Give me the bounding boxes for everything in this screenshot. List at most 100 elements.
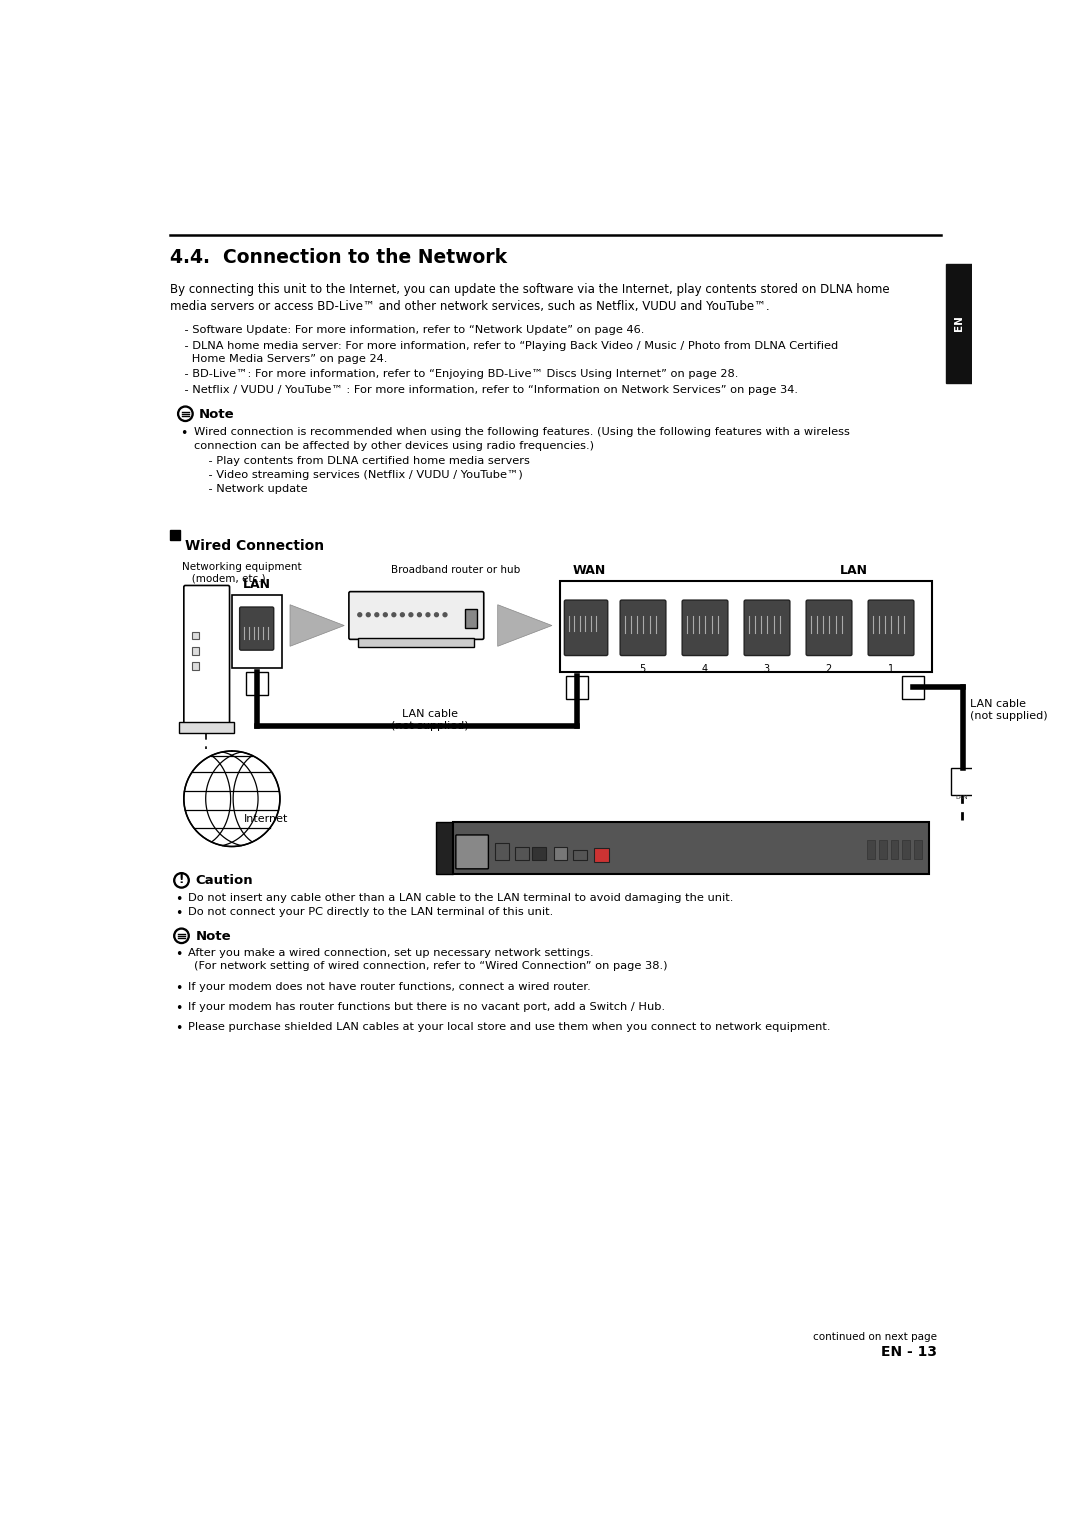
Text: !: ! [179, 873, 185, 886]
Circle shape [426, 612, 430, 617]
Text: - BD-Live™: For more information, refer to “Enjoying BD-Live™ Discs Using Intern: - BD-Live™: For more information, refer … [170, 369, 739, 379]
Text: If your modem does not have router functions, connect a wired router.: If your modem does not have router funct… [188, 982, 591, 991]
Bar [531, 847, 545, 860]
Text: Wired connection is recommended when using the following features. (Using the fo: Wired connection is recommended when usi… [194, 426, 850, 437]
Bar [867, 839, 875, 859]
Text: (not supplied): (not supplied) [391, 720, 469, 731]
Text: Note: Note [199, 408, 234, 420]
Bar [554, 847, 567, 860]
Circle shape [409, 612, 413, 617]
Circle shape [176, 931, 187, 941]
Bar [902, 839, 910, 859]
FancyBboxPatch shape [806, 600, 852, 655]
Circle shape [375, 612, 379, 617]
FancyBboxPatch shape [744, 600, 789, 655]
Text: EN: EN [954, 315, 963, 330]
Text: •: • [175, 892, 183, 906]
Bar [191, 632, 200, 640]
Text: 4.4.  Connection to the Network: 4.4. Connection to the Network [170, 248, 507, 267]
Circle shape [357, 612, 362, 617]
Bar [232, 594, 282, 669]
Circle shape [174, 928, 189, 944]
Text: media servers or access BD-Live™ and other network services, such as Netflix, VU: media servers or access BD-Live™ and oth… [170, 300, 769, 312]
Text: (modem, etc.): (modem, etc.) [181, 574, 265, 583]
Text: 3: 3 [764, 664, 770, 675]
Text: If your modem has router functions but there is no vacant port, add a Switch / H: If your modem has router functions but t… [188, 1002, 665, 1013]
Text: •: • [175, 1002, 183, 1014]
Text: (not supplied): (not supplied) [971, 711, 1048, 720]
Bar [435, 822, 453, 874]
Circle shape [418, 612, 421, 617]
Circle shape [443, 612, 447, 617]
Text: - Play contents from DLNA certified home media servers: - Play contents from DLNA certified home… [194, 455, 530, 466]
Text: - Network update: - Network update [194, 484, 308, 493]
Bar [453, 822, 930, 874]
Bar [465, 609, 476, 627]
Text: •: • [180, 426, 187, 440]
Text: •: • [175, 982, 183, 995]
Text: - Video streaming services (Netflix / VUDU / YouTube™): - Video streaming services (Netflix / VU… [194, 471, 523, 480]
Text: Wired Connection: Wired Connection [186, 539, 324, 553]
Text: •: • [175, 906, 183, 920]
Text: •: • [175, 949, 183, 961]
Bar [246, 672, 268, 694]
Text: LAN cable: LAN cable [402, 708, 458, 719]
Polygon shape [291, 605, 345, 646]
Text: Caution: Caution [195, 874, 253, 888]
Bar [496, 844, 510, 860]
Text: WAN: WAN [572, 564, 606, 577]
FancyBboxPatch shape [349, 591, 484, 640]
Text: - Netflix / VUDU / YouTube™ : For more information, refer to “Information on Net: - Netflix / VUDU / YouTube™ : For more i… [170, 384, 798, 394]
Text: - Software Update: For more information, refer to “Network Update” on page 46.: - Software Update: For more information,… [170, 326, 645, 335]
Text: 1: 1 [888, 664, 893, 675]
Bar [559, 580, 932, 672]
Bar [515, 847, 529, 860]
Text: LAN cable: LAN cable [971, 699, 1026, 708]
Text: - DLNA home media server: For more information, refer to “Playing Back Video / M: - DLNA home media server: For more infor… [170, 341, 838, 350]
FancyBboxPatch shape [565, 600, 608, 655]
Bar [566, 676, 588, 699]
Text: •: • [175, 1022, 183, 1036]
Bar [191, 647, 200, 655]
Circle shape [383, 612, 388, 617]
Bar [572, 850, 586, 860]
Circle shape [180, 408, 191, 419]
Polygon shape [498, 605, 552, 646]
FancyBboxPatch shape [240, 608, 273, 650]
Circle shape [177, 407, 193, 422]
Text: LAN: LAN [956, 795, 969, 800]
Bar [879, 839, 887, 859]
Text: 5: 5 [639, 664, 646, 675]
Bar [359, 638, 474, 647]
FancyBboxPatch shape [456, 835, 488, 868]
Text: continued on next page: continued on next page [813, 1333, 937, 1342]
FancyBboxPatch shape [184, 585, 230, 723]
Circle shape [401, 612, 404, 617]
Text: (For network setting of wired connection, refer to “Wired Connection” on page 38: (For network setting of wired connection… [194, 961, 667, 972]
Bar [179, 722, 234, 733]
Text: Internet: Internet [243, 815, 288, 824]
Text: Do not insert any cable other than a LAN cable to the LAN terminal to avoid dama: Do not insert any cable other than a LAN… [188, 892, 733, 903]
Text: Note: Note [195, 929, 231, 943]
Text: Please purchase shielded LAN cables at your local store and use them when you co: Please purchase shielded LAN cables at y… [188, 1022, 831, 1033]
Text: Do not connect your PC directly to the LAN terminal of this unit.: Do not connect your PC directly to the L… [188, 906, 553, 917]
FancyBboxPatch shape [683, 600, 728, 655]
Bar [891, 839, 899, 859]
Bar [191, 663, 200, 670]
FancyBboxPatch shape [620, 600, 666, 655]
Text: Broadband router or hub: Broadband router or hub [391, 565, 519, 576]
Circle shape [392, 612, 395, 617]
Text: EN - 13: EN - 13 [881, 1345, 937, 1360]
Text: Home Media Servers” on page 24.: Home Media Servers” on page 24. [170, 353, 388, 364]
Text: LAN: LAN [840, 564, 868, 577]
Circle shape [174, 873, 189, 888]
Bar [914, 839, 921, 859]
Bar [902, 676, 924, 699]
Circle shape [434, 612, 438, 617]
Circle shape [176, 876, 187, 886]
Text: Networking equipment: Networking equipment [181, 562, 301, 571]
Bar [951, 768, 973, 795]
Text: 2: 2 [825, 664, 832, 675]
Text: connection can be affected by other devices using radio frequencies.): connection can be affected by other devi… [194, 440, 594, 451]
Text: LAN: LAN [243, 577, 271, 591]
